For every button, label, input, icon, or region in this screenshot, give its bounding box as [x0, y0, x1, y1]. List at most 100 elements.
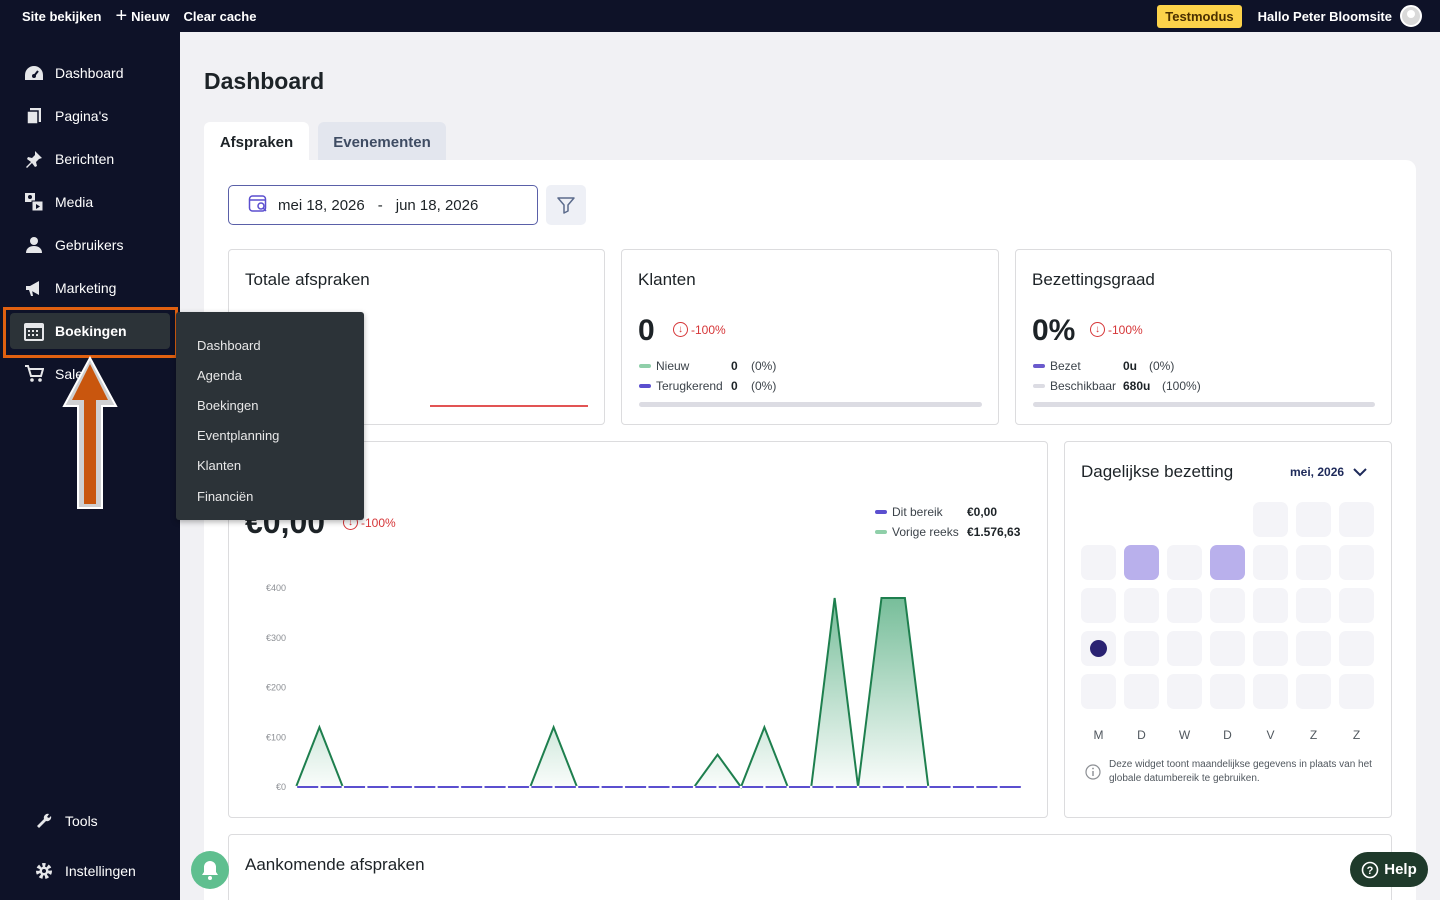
help-label: Help: [1384, 861, 1417, 878]
user-greeting[interactable]: Hallo Peter Bloomsite: [1257, 8, 1392, 24]
sidebar-item-settings[interactable]: Instellingen: [20, 853, 170, 889]
new-menu[interactable]: + Nieuw: [108, 0, 176, 32]
submenu-item-eventplanning[interactable]: Eventplanning: [197, 428, 280, 444]
calendar-day[interactable]: [1210, 588, 1245, 623]
legend-label: Nieuw: [656, 359, 690, 373]
calendar-day[interactable]: [1296, 545, 1331, 580]
date-to: jun 18, 2026: [395, 196, 479, 214]
data-point: [435, 785, 438, 789]
occupancy-card: Bezettingsgraad 0% ↓ -100% Bezet 0u (0%)…: [1015, 249, 1392, 425]
calendar-day[interactable]: [1253, 502, 1288, 537]
sidebar-item-marketing[interactable]: Marketing: [10, 270, 170, 306]
calendar-day[interactable]: [1253, 545, 1288, 580]
swatch: [639, 364, 651, 368]
month-selector[interactable]: mei, 2026: [1290, 465, 1367, 479]
sidebar-item-tools[interactable]: Tools: [20, 803, 170, 839]
calendar-day[interactable]: [1339, 588, 1374, 623]
dashboard-icon: [22, 63, 46, 83]
calendar-day[interactable]: [1296, 588, 1331, 623]
sidebar-item-bookings[interactable]: Boekingen: [10, 313, 170, 349]
calendar-day[interactable]: [1210, 674, 1245, 709]
filter-button[interactable]: [546, 185, 586, 225]
calendar-day[interactable]: [1124, 631, 1159, 666]
trend-line: [430, 405, 588, 407]
legend-value: €0,00: [967, 505, 998, 519]
notification-button[interactable]: [191, 851, 229, 889]
cart-icon: [22, 364, 46, 384]
calendar-day[interactable]: [1339, 545, 1374, 580]
calendar-day[interactable]: [1339, 674, 1374, 709]
calendar-day[interactable]: [1124, 674, 1159, 709]
submenu-item-agenda[interactable]: Agenda: [197, 367, 242, 383]
sidebar-item-pages[interactable]: Pagina's: [10, 98, 170, 134]
calendar-day[interactable]: [1339, 631, 1374, 666]
data-point: [950, 785, 954, 789]
data-point: [997, 785, 1000, 789]
sidebar-item-label: Dashboard: [55, 65, 124, 81]
data-point: [786, 785, 790, 789]
submenu-item-customers[interactable]: Klanten: [197, 458, 242, 474]
calendar-day[interactable]: [1124, 545, 1159, 580]
appointments-panel: mei 18, 2026 - jun 18, 2026 Totale afspr…: [204, 160, 1416, 900]
date-range-picker[interactable]: mei 18, 2026 - jun 18, 2026: [228, 185, 538, 225]
site-link[interactable]: Site bekijken: [22, 8, 102, 24]
today-marker: [1090, 640, 1107, 657]
customers-delta: ↓ -100%: [673, 322, 726, 337]
calendar-day[interactable]: [1210, 545, 1245, 580]
swatch: [875, 510, 887, 514]
calendar-day[interactable]: [1253, 588, 1288, 623]
tab-appointments[interactable]: Afspraken: [204, 122, 309, 162]
sidebar-item-posts[interactable]: Berichten: [10, 141, 170, 177]
svg-text:?: ?: [1367, 865, 1374, 877]
calendar-day[interactable]: [1253, 631, 1288, 666]
calendar-day[interactable]: [1167, 588, 1202, 623]
bell-icon: [202, 861, 218, 880]
info-icon: [1085, 764, 1101, 780]
y-tick-label: €200: [266, 683, 286, 693]
data-point: [927, 785, 930, 789]
calendar-day[interactable]: [1081, 545, 1116, 580]
customers-progress: [639, 402, 982, 407]
calendar-day[interactable]: [1296, 502, 1331, 537]
calendar-day[interactable]: [1296, 631, 1331, 666]
legend-new: Nieuw 0 (0%): [639, 359, 776, 373]
calendar-day[interactable]: [1081, 631, 1116, 666]
calendar-day[interactable]: [1296, 674, 1331, 709]
sidebar-item-dashboard[interactable]: Dashboard: [10, 55, 170, 91]
data-point: [294, 785, 298, 789]
submenu-item-finances[interactable]: Financiën: [197, 488, 254, 504]
filter-icon: [557, 197, 575, 214]
sidebar-item-label: Pagina's: [55, 108, 109, 124]
legend-pct: (0%): [1149, 359, 1175, 373]
submenu-item-bookings[interactable]: Boekingen: [197, 397, 259, 413]
legend-current: Dit bereik €0,00: [875, 505, 997, 519]
calendar-day[interactable]: [1081, 588, 1116, 623]
tab-events[interactable]: Evenementen: [318, 122, 446, 162]
clear-cache-link[interactable]: Clear cache: [183, 8, 257, 24]
sidebar-item-media[interactable]: Media: [10, 184, 170, 220]
sidebar-item-users[interactable]: Gebruikers: [10, 227, 170, 263]
delta-value: -100%: [1108, 322, 1143, 337]
submenu-item-dashboard[interactable]: Dashboard: [197, 337, 261, 353]
calendar-day[interactable]: [1081, 674, 1116, 709]
calendar-day[interactable]: [1124, 588, 1159, 623]
legend-value: 0: [731, 359, 738, 373]
calendar-day[interactable]: [1167, 674, 1202, 709]
sidebar-item-label: Marketing: [55, 280, 117, 296]
weekday-label: Z: [1352, 728, 1361, 742]
help-button[interactable]: ? Help: [1350, 852, 1428, 887]
data-point: [973, 785, 977, 789]
calendar-day[interactable]: [1253, 674, 1288, 709]
card-title: Aankomende afspraken: [245, 855, 425, 874]
legend-label: Bezet: [1050, 359, 1081, 373]
new-label: Nieuw: [131, 8, 170, 24]
calendar-day[interactable]: [1339, 502, 1374, 537]
avatar[interactable]: [1400, 5, 1422, 27]
calendar-day[interactable]: [1167, 631, 1202, 666]
data-point: [622, 785, 626, 789]
calendar-day[interactable]: [1210, 631, 1245, 666]
page-title: Dashboard: [204, 68, 325, 94]
arrow-down-icon: ↓: [673, 322, 688, 337]
card-title: Totale afspraken: [245, 270, 370, 289]
calendar-day[interactable]: [1167, 545, 1202, 580]
